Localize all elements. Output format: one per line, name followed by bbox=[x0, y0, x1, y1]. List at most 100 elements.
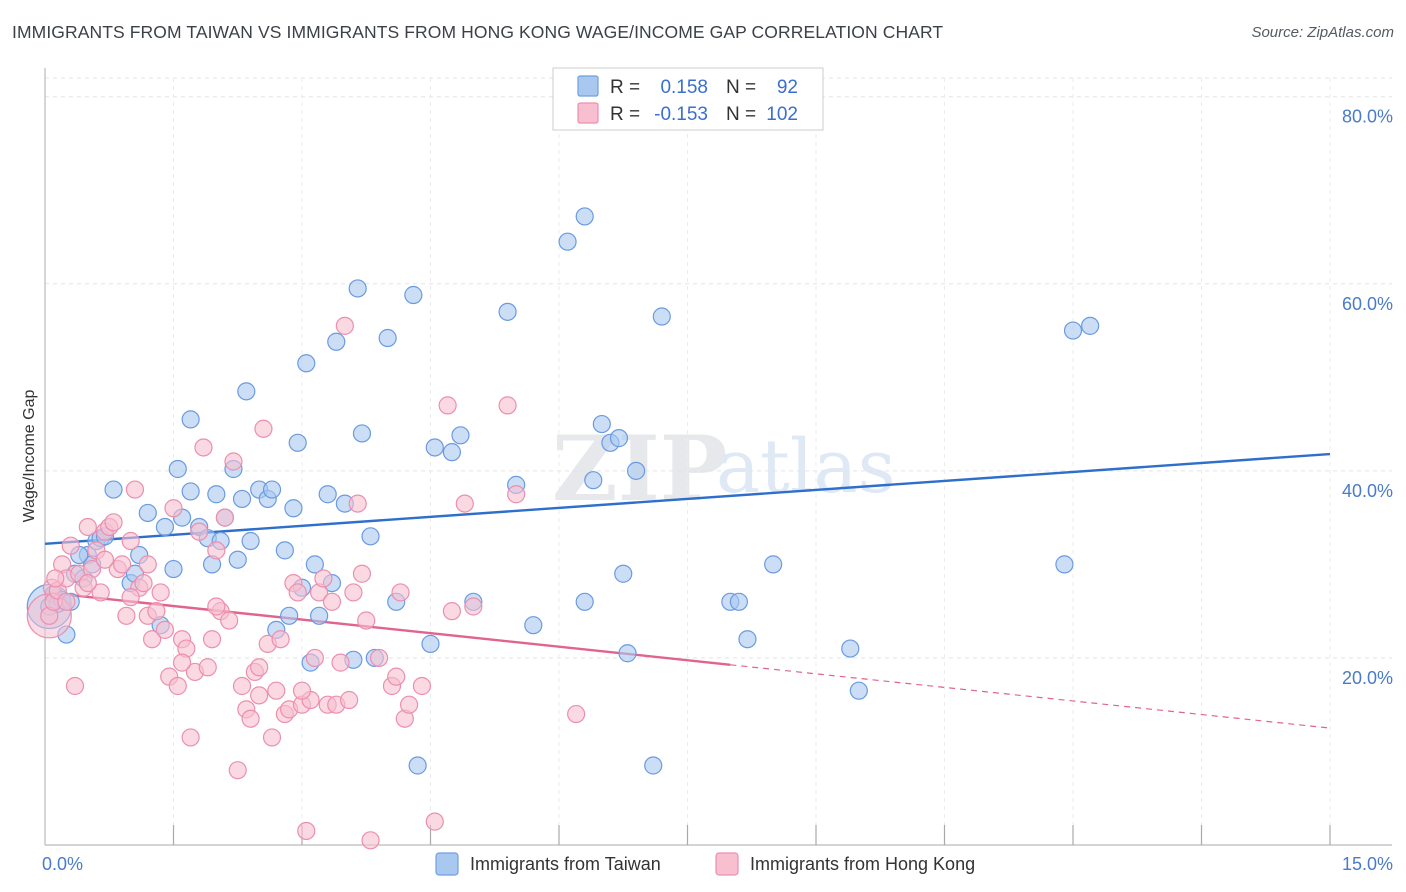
watermark-atlas: atlas bbox=[716, 424, 896, 510]
point-taiwan bbox=[237, 382, 256, 401]
point-taiwan bbox=[275, 541, 294, 560]
point-hongkong bbox=[250, 686, 269, 705]
point-hongkong bbox=[322, 592, 342, 611]
point-hongkong bbox=[207, 541, 226, 560]
chart-title: IMMIGRANTS FROM TAIWAN VS IMMIGRANTS FRO… bbox=[12, 22, 944, 42]
point-taiwan bbox=[764, 555, 783, 574]
point-taiwan bbox=[524, 616, 543, 635]
point-hongkong bbox=[292, 681, 312, 700]
legend: R = 0.158 N = 92 R = -0.153 N = 102 bbox=[552, 67, 824, 131]
point-hongkong bbox=[228, 761, 247, 780]
point-taiwan bbox=[575, 592, 594, 611]
point-hongkong bbox=[104, 513, 123, 532]
point-hongkong bbox=[65, 676, 85, 696]
point-hongkong bbox=[567, 704, 586, 724]
point-taiwan bbox=[262, 480, 282, 499]
point-hongkong bbox=[357, 611, 376, 630]
point-hongkong bbox=[194, 438, 213, 457]
point-taiwan bbox=[404, 285, 423, 305]
points-layer bbox=[26, 207, 1100, 850]
point-hongkong bbox=[271, 630, 290, 649]
point-taiwan bbox=[318, 485, 337, 504]
legend-n-label-hongkong: N = bbox=[726, 104, 756, 125]
point-taiwan bbox=[181, 482, 200, 501]
point-taiwan bbox=[288, 433, 307, 452]
point-hongkong bbox=[297, 821, 316, 841]
point-hongkong bbox=[267, 681, 286, 700]
chart-source: Source: ZipAtlas.com bbox=[1251, 24, 1394, 41]
point-hongkong bbox=[438, 396, 457, 415]
point-hongkong bbox=[142, 630, 162, 649]
point-hongkong bbox=[348, 494, 367, 513]
y-axis-label: Wage/Income Gap bbox=[21, 390, 38, 523]
point-hongkong bbox=[412, 676, 432, 696]
point-hongkong bbox=[224, 452, 243, 471]
point-hongkong bbox=[155, 620, 175, 639]
point-taiwan bbox=[575, 207, 594, 226]
point-hongkong bbox=[391, 583, 410, 602]
point-hongkong bbox=[425, 812, 444, 831]
point-taiwan bbox=[408, 756, 427, 775]
legend-r-label-taiwan: R = bbox=[610, 77, 640, 98]
point-taiwan bbox=[626, 461, 646, 480]
point-hongkong bbox=[172, 653, 192, 672]
point-taiwan bbox=[442, 443, 462, 462]
point-taiwan bbox=[352, 424, 372, 443]
bottom-legend-swatch-hongkong bbox=[715, 852, 739, 876]
point-taiwan bbox=[849, 681, 868, 700]
y-tick-label: 40.0% bbox=[1342, 481, 1393, 501]
bottom-legend-label-taiwan: Immigrants from Taiwan bbox=[470, 854, 661, 874]
point-taiwan bbox=[327, 332, 346, 351]
point-hongkong bbox=[121, 588, 140, 607]
point-taiwan bbox=[451, 426, 470, 445]
point-hongkong bbox=[340, 690, 359, 710]
point-taiwan bbox=[348, 279, 367, 298]
point-taiwan bbox=[241, 531, 260, 551]
point-hongkong bbox=[387, 667, 406, 686]
point-taiwan bbox=[421, 634, 440, 653]
point-taiwan bbox=[361, 527, 380, 546]
point-taiwan bbox=[614, 564, 633, 583]
point-hongkong bbox=[138, 555, 157, 574]
point-taiwan bbox=[155, 517, 175, 537]
legend-swatch-hongkong bbox=[577, 102, 599, 124]
point-hongkong bbox=[262, 728, 282, 747]
legend-n-value-taiwan: 92 bbox=[777, 77, 798, 98]
point-taiwan bbox=[652, 307, 671, 326]
point-hongkong bbox=[288, 583, 307, 602]
point-hongkong bbox=[202, 630, 222, 649]
point-taiwan bbox=[378, 328, 397, 348]
point-hongkong bbox=[507, 485, 526, 504]
point-taiwan bbox=[592, 414, 611, 434]
point-hongkong bbox=[250, 658, 269, 677]
point-taiwan bbox=[297, 354, 316, 373]
trend-line-taiwan bbox=[44, 452, 1331, 546]
point-hongkong bbox=[181, 728, 200, 747]
y-tick-label: 60.0% bbox=[1342, 294, 1393, 314]
point-taiwan bbox=[280, 606, 299, 625]
point-taiwan bbox=[310, 606, 329, 625]
point-hongkong bbox=[207, 597, 226, 616]
legend-n-value-hongkong: 102 bbox=[766, 104, 798, 125]
point-hongkong bbox=[331, 653, 350, 672]
point-hongkong bbox=[168, 676, 187, 696]
point-taiwan bbox=[425, 438, 444, 457]
point-taiwan bbox=[1055, 555, 1074, 574]
point-hongkong bbox=[254, 419, 273, 438]
point-hongkong bbox=[46, 569, 65, 588]
legend-r-value-hongkong: -0.153 bbox=[654, 104, 708, 125]
point-taiwan bbox=[738, 630, 757, 649]
point-hongkong bbox=[498, 396, 517, 415]
point-taiwan bbox=[138, 503, 157, 523]
point-taiwan bbox=[618, 644, 637, 663]
point-hongkong bbox=[117, 606, 136, 625]
point-taiwan bbox=[729, 592, 749, 611]
point-hongkong bbox=[190, 522, 209, 541]
point-hongkong bbox=[57, 592, 76, 611]
point-hongkong bbox=[151, 583, 170, 602]
bottom-legend-swatch-taiwan bbox=[435, 852, 459, 876]
point-taiwan bbox=[1081, 316, 1100, 335]
legend-swatch-taiwan bbox=[577, 75, 599, 97]
point-hongkong bbox=[232, 676, 252, 696]
